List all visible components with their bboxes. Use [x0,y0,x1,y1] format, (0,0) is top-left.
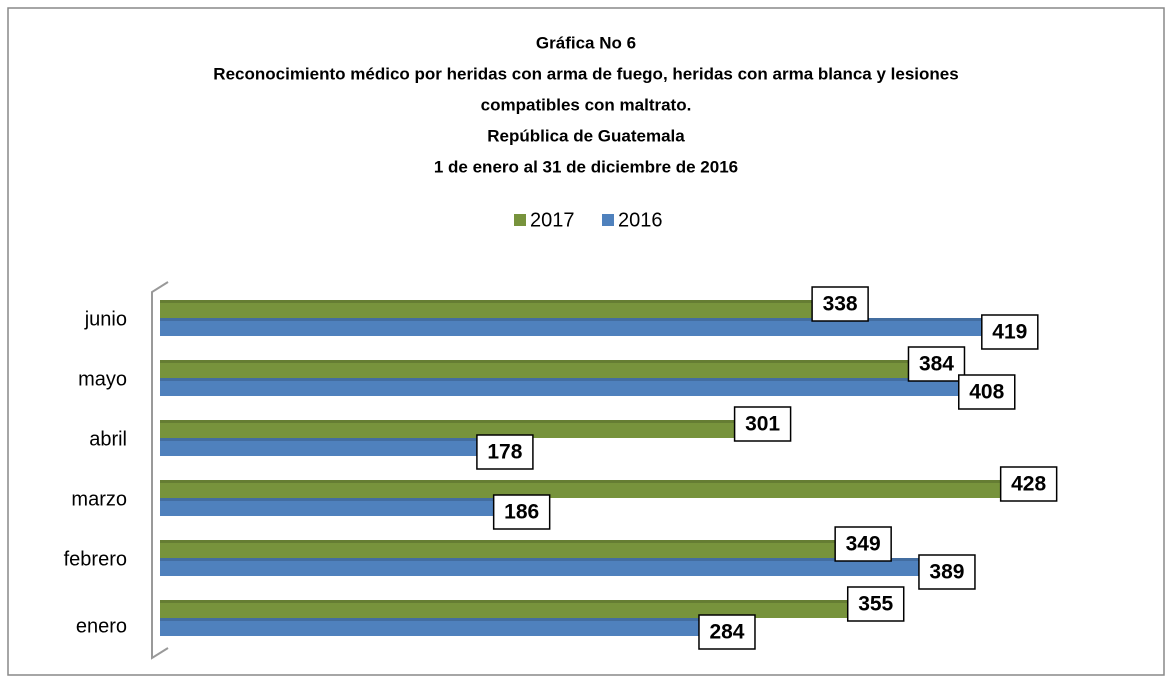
bar [160,300,841,318]
chart-title: 1 de enero al 31 de diciembre de 2016 [434,157,738,176]
bar-top [160,498,522,501]
bar-top [160,360,937,363]
y-tick-label: junio [84,308,127,330]
chart-title: República de Guatemala [487,126,685,145]
bar-top [160,618,727,621]
data-label: 355 [858,593,893,616]
bar [160,498,522,516]
data-label-box [958,374,1016,410]
data-label: 338 [823,293,858,316]
bar [160,378,987,396]
data-label: 284 [709,621,744,644]
y-tick-label: mayo [78,368,127,390]
data-label-box [981,314,1039,350]
bar-top [160,540,864,543]
legend-label: 2017 [530,209,575,231]
bar-top [160,600,876,603]
bar [160,480,1029,498]
data-label-box [733,406,792,442]
bar [160,600,876,618]
data-label: 178 [487,441,522,464]
data-label-box [846,586,905,622]
axis-wall [151,281,169,660]
y-tick-label: marzo [71,488,127,510]
data-label: 384 [919,353,954,376]
y-tick-label: abril [89,428,127,450]
bar-top [160,558,947,561]
data-label-box [999,466,1058,502]
bar-top [160,480,1029,483]
bar [160,540,864,558]
bar-top [160,420,763,423]
y-tick-label: enero [76,615,127,637]
data-label-box [476,434,534,470]
bar-top [160,300,841,303]
legend-label: 2016 [618,209,663,231]
bar [160,558,947,576]
bar [160,420,763,438]
data-label-box [698,614,756,650]
data-label-box [492,494,551,530]
chart-title: Gráfica No 6 [536,33,636,52]
data-label-box [907,346,966,382]
data-label: 349 [846,533,881,556]
bar [160,438,505,456]
bar-top [160,318,1010,321]
bar-top [160,438,505,441]
data-label: 408 [969,381,1004,404]
data-label: 428 [1011,473,1046,496]
bar [160,360,937,378]
legend-swatch [602,214,614,226]
bar-top [160,378,987,381]
data-label: 389 [929,561,964,584]
data-label: 301 [745,413,780,436]
bar [160,318,1010,336]
data-label-box [834,526,892,562]
data-label: 186 [504,501,539,524]
data-label-box [918,554,976,590]
chart-title: Reconocimiento médico por heridas con ar… [213,64,958,83]
legend-swatch [514,214,526,226]
y-tick-label: febrero [64,548,127,570]
data-label: 419 [992,321,1027,344]
bar [160,618,727,636]
chart-title: compatibles con maltrato. [481,95,692,114]
data-label-box [811,286,869,322]
